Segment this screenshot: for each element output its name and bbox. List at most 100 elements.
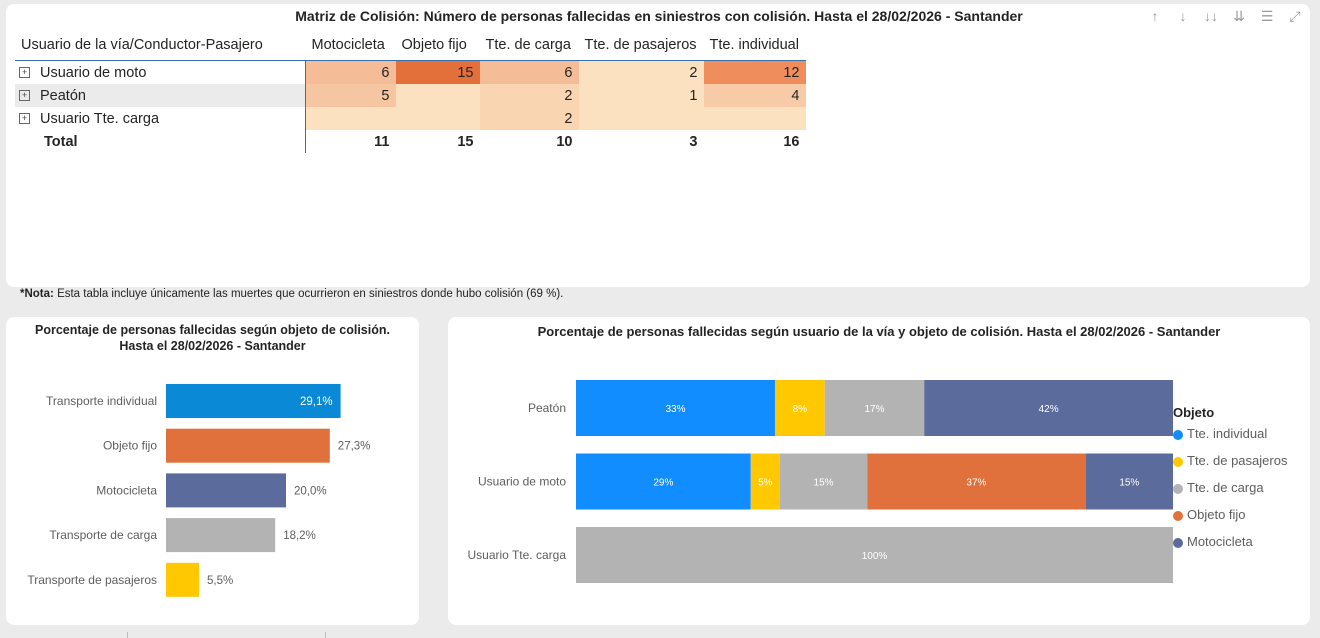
data-label: 33% (665, 404, 685, 415)
matrix-cell[interactable]: 2 (479, 107, 579, 130)
data-label: 5,5% (207, 575, 233, 587)
matrix-cell[interactable]: 12 (703, 60, 806, 84)
total-row: Total 11 15 10 3 16 (15, 130, 806, 153)
legend-item[interactable]: Tte. de pasajeros (1173, 453, 1287, 480)
legend-dot-icon (1173, 511, 1183, 521)
legend-dot-icon (1173, 484, 1183, 494)
category-label: Motocicleta (96, 483, 157, 497)
focus-mode-icon[interactable]: ⤢ (1289, 8, 1301, 24)
legend-item[interactable]: Objeto fijo (1173, 507, 1287, 534)
legend-label: Motocicleta (1187, 534, 1253, 549)
matrix-cell[interactable] (395, 107, 480, 130)
row-label[interactable]: + Usuario de moto (15, 60, 306, 84)
expand-next-level-icon[interactable]: ↓↓ (1204, 8, 1218, 24)
row-label[interactable]: + Peatón (15, 84, 306, 107)
legend-dot-icon (1173, 430, 1183, 440)
column-header[interactable]: Motocicleta (311, 37, 385, 53)
total-cell: 15 (457, 133, 474, 150)
category-label: Peatón (528, 401, 566, 415)
row-label-text: Usuario de moto (40, 64, 147, 81)
data-label: 27,3% (338, 441, 371, 453)
matrix-cell[interactable] (578, 107, 704, 130)
matrix-title: Matriz de Colisión: Número de personas f… (295, 8, 1023, 24)
matrix-cell[interactable]: 5 (305, 84, 396, 107)
stacked-bar-segment[interactable] (1085, 453, 1173, 510)
bar[interactable] (166, 428, 330, 463)
row-label-text: Peatón (40, 87, 86, 104)
stacked-bar-segment[interactable] (576, 380, 775, 436)
total-label: Total (15, 130, 306, 153)
legend-item[interactable]: Tte. individual (1173, 426, 1287, 453)
matrix-cell[interactable]: 1 (578, 84, 704, 107)
matrix-cell[interactable] (305, 107, 396, 130)
stacked-bar-segment[interactable] (576, 527, 1173, 583)
collision-matrix: Usuario de la vía/Conductor-Pasajero Mot… (15, 30, 806, 153)
expand-icon[interactable]: + (19, 113, 30, 125)
legend-title: Objeto (1173, 405, 1215, 420)
matrix-cell[interactable]: 6 (479, 60, 579, 84)
note-body: Esta tabla incluye únicamente las muerte… (53, 288, 564, 300)
stacked-bar-segment[interactable] (924, 380, 1173, 436)
page-divider (127, 632, 128, 638)
stacked-bar-segment[interactable] (779, 453, 868, 510)
data-label: 17% (864, 404, 884, 415)
column-header[interactable]: Objeto fijo (401, 37, 467, 53)
matrix-cell[interactable]: 2 (578, 60, 704, 84)
stacked-bar-segment[interactable] (824, 380, 925, 436)
stacked-bar-segment[interactable] (774, 380, 825, 436)
category-label: Transporte individual (46, 394, 157, 408)
column-header[interactable]: Tte. individual (709, 37, 799, 53)
total-cell: 11 (374, 133, 390, 150)
data-label: 5% (758, 478, 773, 489)
legend-label: Objeto fijo (1187, 507, 1246, 522)
data-label: 42% (1039, 404, 1059, 415)
column-header[interactable]: Tte. de pasajeros (584, 37, 697, 53)
usuario-stacked-chart: Peatón 33% 8% 17% 42% Usuario de moto 29% 5% 15%… (468, 380, 1173, 583)
objeto-chart-card (6, 317, 419, 625)
objeto-chart-title-line1: Porcentaje de personas fallecidas según … (35, 323, 390, 337)
note-text: *Nota: Esta tabla incluye únicamente las… (20, 288, 563, 300)
chart-legend: Objeto Tte. individual Tte. de pasajeros T… (1173, 405, 1287, 561)
data-label: 15% (814, 478, 834, 489)
data-label: 37% (966, 478, 986, 489)
data-label: 100% (862, 551, 888, 562)
matrix-cell[interactable]: 6 (305, 60, 396, 84)
bar[interactable] (166, 562, 199, 597)
note-bold: *Nota: (20, 288, 54, 300)
expand-all-icon[interactable]: ⇊ (1233, 8, 1245, 24)
bar[interactable] (166, 518, 276, 553)
page-divider (325, 632, 326, 638)
matrix-cell[interactable]: 2 (479, 84, 579, 107)
matrix-cell[interactable]: 15 (395, 60, 480, 84)
data-label: 29,1% (300, 396, 333, 408)
data-label: 8% (793, 404, 808, 415)
legend-item[interactable]: Tte. de carga (1173, 480, 1287, 507)
bar[interactable] (166, 384, 341, 418)
data-label: 18,2% (283, 530, 316, 542)
bar[interactable] (166, 473, 286, 508)
stacked-bar-segment[interactable] (867, 453, 1086, 510)
stacked-bar-segment[interactable] (576, 453, 751, 510)
expand-icon[interactable]: + (19, 90, 30, 102)
drill-up-icon[interactable]: ↑ (1151, 8, 1159, 24)
usuario-chart-title: Porcentaje de personas fallecidas según … (537, 324, 1221, 339)
stacked-bar-segment[interactable] (750, 453, 780, 510)
expand-icon[interactable]: + (19, 67, 30, 79)
row-label-text: Usuario Tte. carga (40, 110, 160, 127)
matrix-cell[interactable] (703, 107, 806, 130)
column-header[interactable]: Tte. de carga (485, 37, 571, 53)
data-label: 29% (653, 478, 673, 489)
drill-down-icon[interactable]: ↓ (1179, 8, 1187, 24)
total-cell: 16 (783, 133, 800, 150)
category-label: Usuario Tte. carga (468, 548, 567, 562)
matrix-cell[interactable] (395, 84, 480, 107)
legend-item[interactable]: Motocicleta (1173, 534, 1287, 561)
matrix-row[interactable]: + Usuario Tte. carga 2 (15, 107, 806, 130)
matrix-cell[interactable]: 4 (703, 84, 806, 107)
filter-icon[interactable]: ☰ (1260, 8, 1274, 24)
category-label: Usuario de moto (478, 475, 566, 489)
row-label[interactable]: + Usuario Tte. carga (15, 107, 306, 130)
matrix-row[interactable]: + Peatón 5 2 1 4 (15, 84, 806, 107)
row-header[interactable]: Usuario de la vía/Conductor-Pasajero (21, 37, 263, 53)
matrix-row[interactable]: + Usuario de moto 6 15 6 2 12 (15, 60, 806, 84)
